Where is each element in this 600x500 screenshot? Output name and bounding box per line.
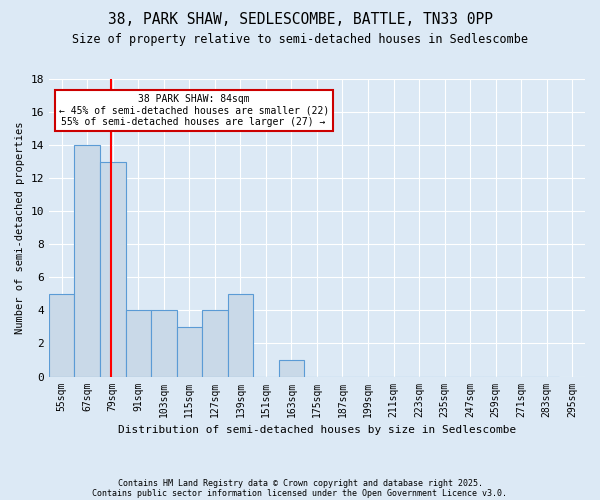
X-axis label: Distribution of semi-detached houses by size in Sedlescombe: Distribution of semi-detached houses by …: [118, 425, 516, 435]
Bar: [278, 360, 304, 376]
Bar: [125, 310, 151, 376]
Y-axis label: Number of semi-detached properties: Number of semi-detached properties: [15, 122, 25, 334]
Bar: [100, 162, 125, 376]
Bar: [202, 310, 227, 376]
Text: 38, PARK SHAW, SEDLESCOMBE, BATTLE, TN33 0PP: 38, PARK SHAW, SEDLESCOMBE, BATTLE, TN33…: [107, 12, 493, 28]
Text: Contains HM Land Registry data © Crown copyright and database right 2025.: Contains HM Land Registry data © Crown c…: [118, 478, 482, 488]
Bar: [49, 294, 74, 376]
Text: Size of property relative to semi-detached houses in Sedlescombe: Size of property relative to semi-detach…: [72, 32, 528, 46]
Bar: [227, 294, 253, 376]
Bar: [151, 310, 176, 376]
Bar: [176, 327, 202, 376]
Bar: [74, 145, 100, 376]
Text: 38 PARK SHAW: 84sqm
← 45% of semi-detached houses are smaller (22)
55% of semi-d: 38 PARK SHAW: 84sqm ← 45% of semi-detach…: [59, 94, 329, 127]
Text: Contains public sector information licensed under the Open Government Licence v3: Contains public sector information licen…: [92, 488, 508, 498]
